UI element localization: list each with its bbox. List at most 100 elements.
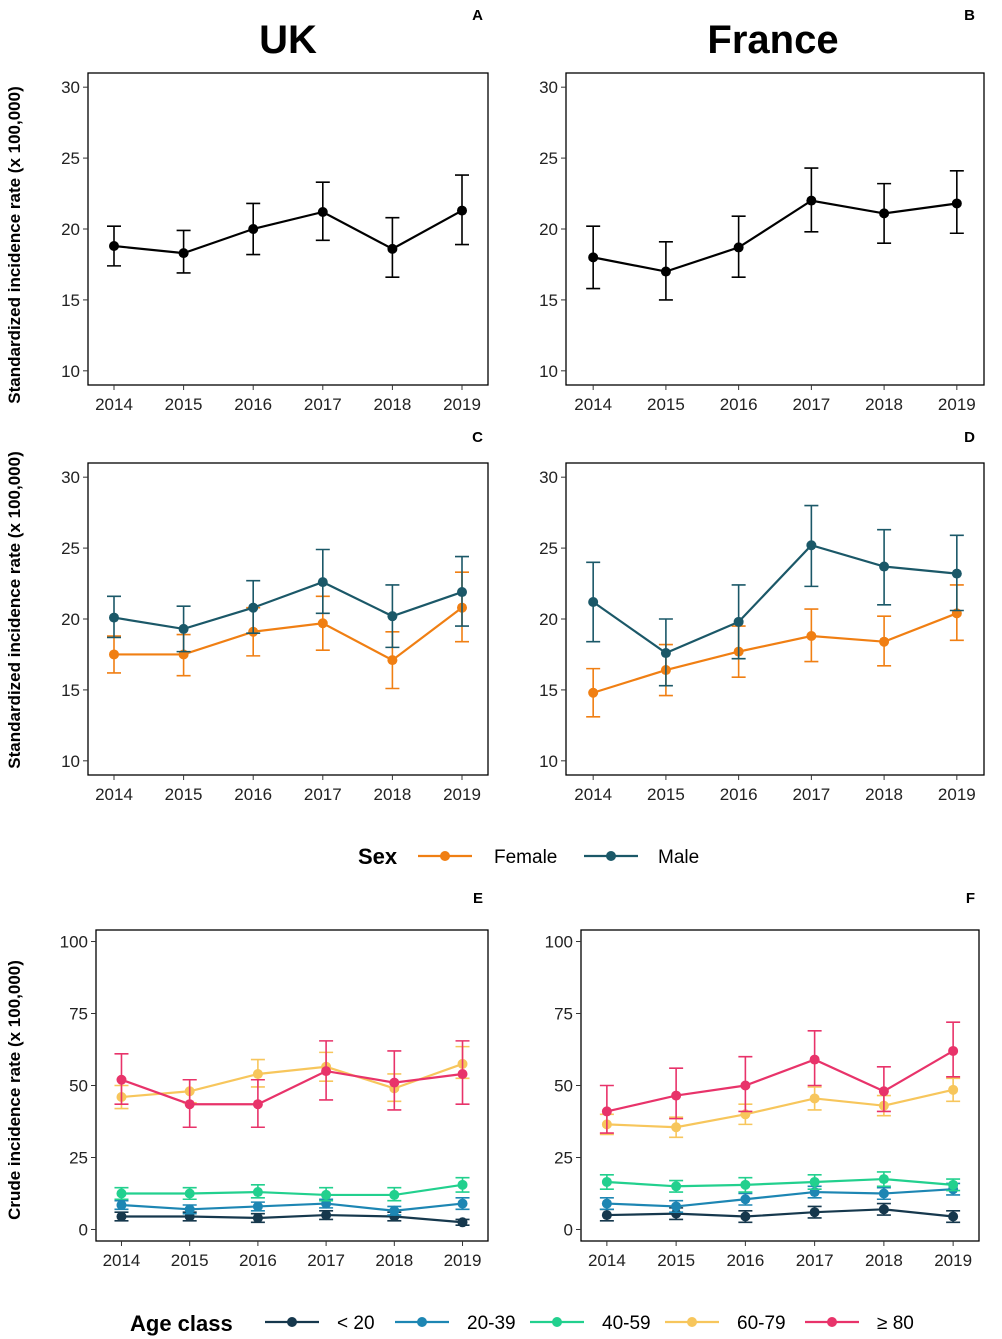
panel-d-series-0-line — [592, 612, 958, 694]
panel-e-ytick-0: 0 — [79, 1220, 88, 1239]
panel-b-series-0-point-2 — [733, 242, 744, 253]
panel-f-series-3-point-3 — [809, 1093, 820, 1104]
y-axis-label-row3: Crude incidence rate (x 100,000) — [5, 960, 24, 1220]
panel-f-ytick-3: 75 — [554, 1005, 573, 1024]
panel-a-series-0-point-1 — [178, 248, 189, 259]
panel-e-xtick-1: 2015 — [171, 1251, 209, 1270]
panel-f-ytick-0: 0 — [564, 1220, 573, 1239]
panel-f-series-2-point-5 — [948, 1179, 959, 1190]
panel-a-xtick-5: 2019 — [443, 395, 481, 414]
y-axis-label-row2: Standardized incidence rate (x 100,000) — [5, 451, 24, 768]
panel-e-series-3-line — [121, 1062, 463, 1099]
panel-b-series-0-point-3 — [806, 195, 817, 206]
panel-c-xtick-3: 2017 — [304, 785, 342, 804]
panel-e-ytick-4: 100 — [60, 933, 88, 952]
panel-a-letter: A — [472, 7, 483, 24]
panel-e-series-2-point-4 — [389, 1189, 400, 1200]
panel-f-ytick-1: 25 — [554, 1148, 573, 1167]
panel-d-ytick-3: 25 — [539, 539, 558, 558]
panel-e-series-4-point-1 — [184, 1099, 195, 1110]
panel-b-series-0-point-1 — [660, 266, 671, 277]
panel-f-series-2-line — [606, 1177, 954, 1188]
panel-d-series-1-point-2 — [733, 616, 744, 627]
panel-e-series-1-point-0 — [116, 1200, 127, 1211]
legend-age-marker-2 — [552, 1317, 562, 1327]
panel-e-ytick-3: 75 — [69, 1005, 88, 1024]
panel-f-xtick-2: 2016 — [726, 1251, 764, 1270]
panel-e-xtick-2: 2016 — [239, 1251, 277, 1270]
panel-a-xtick-2: 2016 — [234, 395, 272, 414]
panel-e-series-1-point-1 — [184, 1204, 195, 1215]
panel-e-xtick-5: 2019 — [444, 1251, 482, 1270]
panel-b-ytick-3: 25 — [539, 149, 558, 168]
panel-b-ytick-1: 15 — [539, 291, 558, 310]
panel-f-series-2-point-1 — [671, 1181, 682, 1192]
panel-e-series-0-point-5 — [457, 1217, 468, 1228]
panel-a-ytick-3: 25 — [61, 149, 80, 168]
panel-c-frame — [87, 462, 489, 776]
legend-male-label: Male — [658, 847, 699, 868]
panel-f: F 0 25 50 75 100 2014 2015 2016 2017 2018 2019 — [545, 890, 980, 1270]
panel-f-xtick-4: 2018 — [865, 1251, 903, 1270]
panel-d-series-1-line — [592, 544, 957, 655]
panel-c-series-1-point-0 — [109, 612, 119, 623]
panel-b: B 10 15 20 25 30 2014 2015 2016 2017 2018 2019 — [539, 7, 985, 414]
panel-f-series-2-point-4 — [878, 1174, 889, 1185]
panel-c-xtick-4: 2018 — [373, 785, 411, 804]
panel-a-series-0 — [107, 174, 469, 279]
panel-d-xtick-4: 2018 — [865, 785, 903, 804]
panel-d-ytick-4: 30 — [539, 468, 558, 487]
panel-f-series-0-point-4 — [878, 1204, 889, 1215]
panel-f-series-1-point-2 — [740, 1194, 751, 1205]
panel-f-series-0-point-0 — [601, 1210, 612, 1221]
panel-e-xtick-3: 2017 — [307, 1251, 345, 1270]
panel-f-ytick-2: 50 — [554, 1077, 573, 1096]
panel-e-series-0 — [114, 1209, 470, 1228]
panel-f-xtick-3: 2017 — [796, 1251, 834, 1270]
panel-c-ytick-3: 25 — [61, 539, 80, 558]
panel-b-frame — [565, 72, 985, 386]
panel-f-series-4-point-5 — [948, 1045, 959, 1056]
panel-d-xtick-3: 2017 — [792, 785, 830, 804]
panel-f-series-0 — [599, 1202, 961, 1224]
panel-b-series-0-point-0 — [588, 252, 599, 263]
panel-d-series-1-point-3 — [806, 540, 817, 551]
legend-female-label: Female — [494, 847, 557, 868]
panel-f-series-2 — [599, 1171, 961, 1193]
panel-c-series-1 — [107, 548, 469, 653]
legend-sex-title: Sex — [358, 844, 398, 869]
panel-c-xtick-1: 2015 — [165, 785, 203, 804]
panel-b-series-0-line — [592, 199, 957, 273]
panel-a-xtick-0: 2014 — [95, 395, 133, 414]
panel-a-series-0-point-4 — [387, 243, 398, 254]
panel-e-letter: E — [473, 890, 483, 907]
panel-d-xtick-2: 2016 — [720, 785, 758, 804]
panel-f-series-0-point-5 — [948, 1211, 959, 1222]
panel-f-series-4 — [599, 1021, 961, 1134]
panel-e-ytick-2: 50 — [69, 1077, 88, 1096]
panel-d-series-1-point-4 — [879, 561, 890, 572]
y-axis-label-row1: Standardized incidence rate (x 100,000) — [5, 86, 24, 403]
panel-e-ytick-1: 25 — [69, 1148, 88, 1167]
panel-c-ytick-2: 20 — [61, 610, 80, 629]
panel-e-series-3 — [114, 1045, 470, 1110]
panel-b-series-0-point-4 — [879, 208, 890, 219]
panel-f-xtick-5: 2019 — [934, 1251, 972, 1270]
panel-f-series-1-line — [606, 1188, 954, 1208]
legend-age-marker-4 — [827, 1317, 837, 1327]
panel-d-series-1-point-0 — [588, 596, 599, 607]
panel-d-ytick-2: 20 — [539, 610, 558, 629]
panel-e: E 0 25 50 75 100 2014 2015 2016 2017 2018 2019 — [60, 890, 489, 1270]
panel-d-frame — [565, 462, 985, 776]
panel-c-series-1-point-3 — [317, 577, 328, 588]
panel-b-ytick-4: 30 — [539, 78, 558, 97]
panel-d-series-1-point-1 — [660, 648, 671, 659]
legend-age-label-3: 60-79 — [737, 1313, 786, 1334]
panel-c-series-0-point-3 — [317, 618, 328, 629]
panel-b-xtick-0: 2014 — [574, 395, 612, 414]
panel-b-xtick-3: 2017 — [792, 395, 830, 414]
legend-age-marker-3 — [687, 1317, 697, 1327]
panel-e-series-1-point-5 — [457, 1198, 468, 1209]
panel-f-series-3-point-5 — [948, 1084, 959, 1095]
panel-c: C 10 15 20 25 30 2014 2015 2016 2017 2018 2019 — [61, 429, 489, 804]
